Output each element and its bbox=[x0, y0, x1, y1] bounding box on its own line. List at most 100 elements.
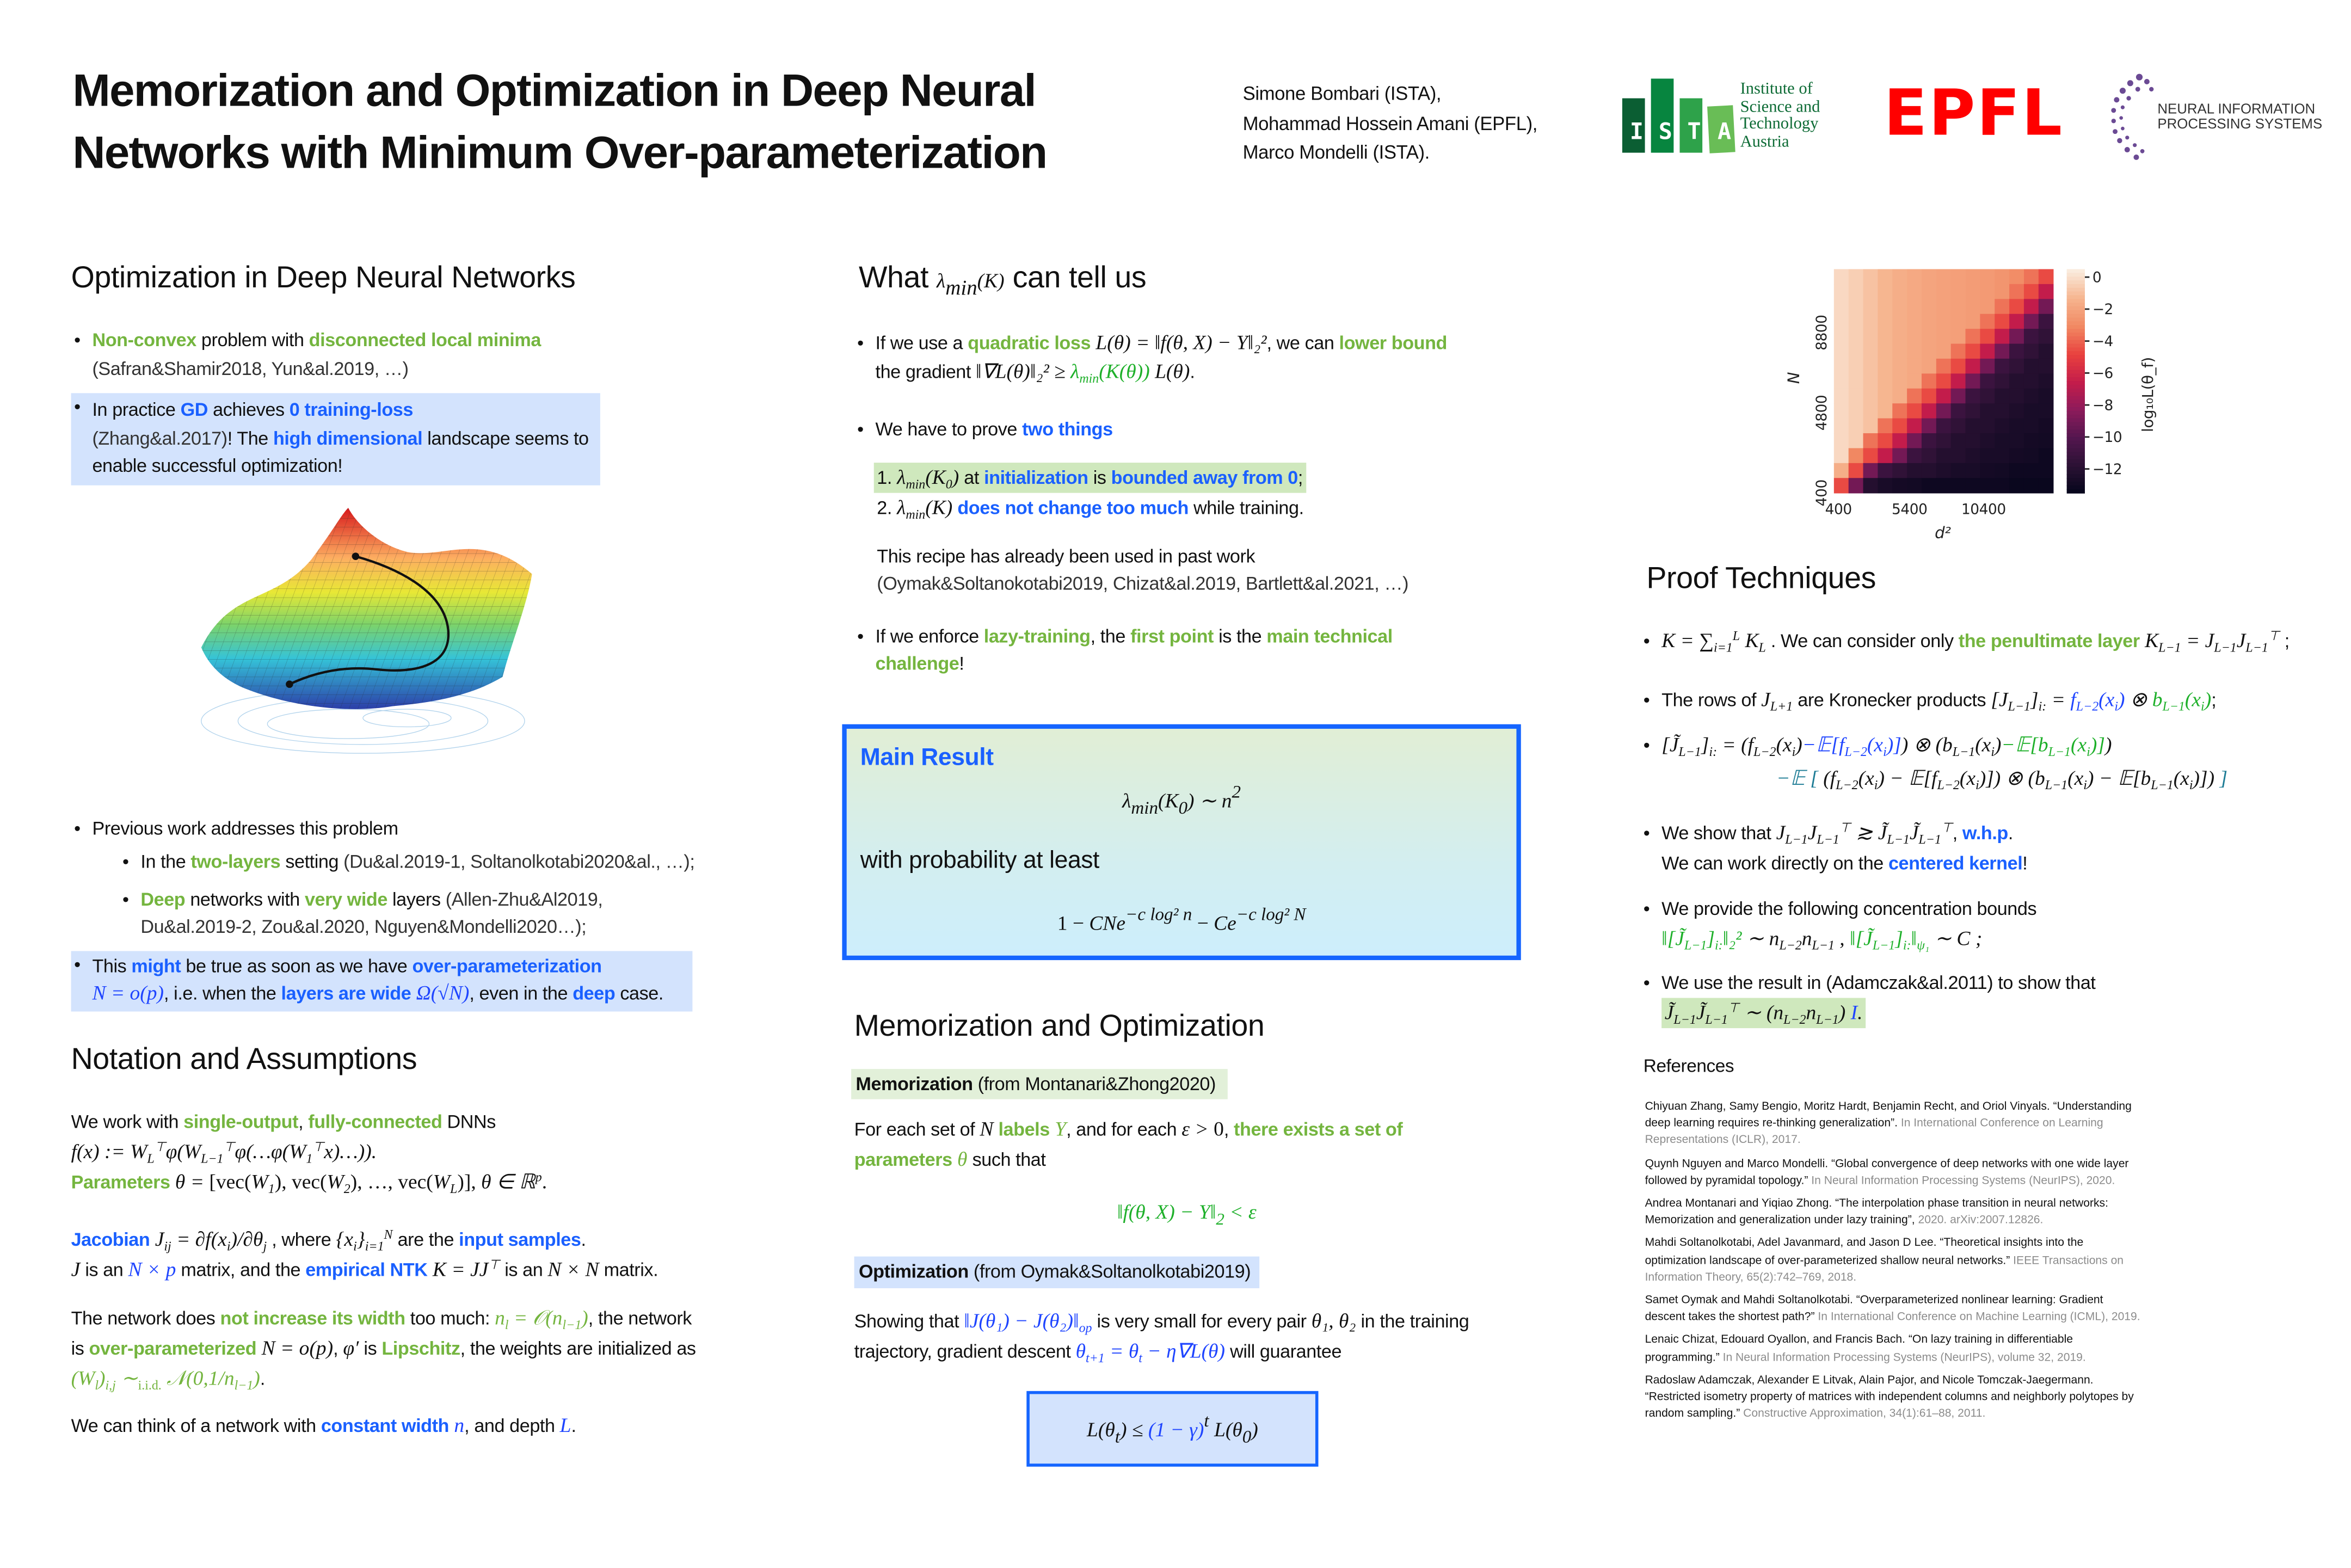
heatmap-cell bbox=[1848, 269, 1864, 285]
text-run: ‖[J̃ bbox=[1661, 926, 1684, 950]
text-run: l−1 bbox=[562, 1316, 582, 1332]
colorbar-segment bbox=[2066, 410, 2085, 415]
heatmap-cell bbox=[1863, 403, 1879, 419]
heatmap-cell bbox=[1965, 299, 1981, 315]
text-run: L−1 bbox=[1684, 937, 1707, 953]
heatmap-cell bbox=[1892, 299, 1907, 315]
text-run: i bbox=[1792, 743, 1796, 759]
colorbar-segment bbox=[2066, 321, 2085, 326]
heatmap-cell bbox=[1848, 388, 1864, 404]
heatmap-cell bbox=[1995, 448, 2010, 464]
text-run: ‖∇L(θ)‖₂² ≥ bbox=[976, 359, 1071, 382]
y-tick-label: 400 bbox=[1814, 479, 1830, 506]
centered-jacobian-line-2: −𝔼 [ (fL−2(xi) − 𝔼[fL−2(xi)]) ⊗ (bL−1(xi… bbox=[1776, 764, 2227, 794]
heatmap-cell bbox=[2023, 269, 2039, 285]
heatmap-cell bbox=[1921, 403, 1937, 419]
heatmap-cell bbox=[2009, 418, 2024, 434]
text-run: main technical bbox=[1266, 625, 1393, 647]
colorbar-segment bbox=[2066, 303, 2085, 308]
text-run: CNe bbox=[1089, 911, 1126, 934]
text-run: GD bbox=[180, 399, 208, 421]
heatmap-cell bbox=[2038, 403, 2054, 419]
references-title: References bbox=[1643, 1054, 1734, 1076]
memorization-formula: ‖f(θ, X) − Y‖2 < ε bbox=[854, 1196, 1519, 1229]
text-run: DNNs bbox=[442, 1110, 496, 1132]
text-run: min bbox=[906, 506, 926, 522]
text-run: , where bbox=[267, 1228, 336, 1250]
heatmap-cell bbox=[1950, 373, 1966, 389]
highlight-over-parameterization: This might be true as soon as we have ov… bbox=[71, 950, 693, 1011]
text-run: J bbox=[1807, 821, 1817, 844]
heatmap-cell bbox=[2038, 478, 2054, 494]
colorbar-segment bbox=[2066, 444, 2085, 449]
reference-main: Samet Oymak and Mahdi Soltanolkotabi. “O… bbox=[1645, 1293, 2103, 1324]
heatmap-cell bbox=[1833, 418, 1849, 434]
text-run: [J̃ bbox=[1661, 733, 1679, 757]
text-run: J bbox=[71, 1257, 81, 1280]
text-run: ‖[J̃ bbox=[1850, 926, 1873, 950]
section-title-lambda-min: What λmin(K) can tell us bbox=[859, 260, 1147, 300]
heatmap-cell bbox=[1878, 388, 1893, 404]
heatmap-cell bbox=[1965, 284, 1981, 300]
text-run: ) bbox=[581, 1305, 588, 1329]
bullet-adamczak: We use the result in (Adamczak&al.2011) … bbox=[1640, 969, 2338, 997]
text-run: ‖f(θ, X) − Y‖ bbox=[1117, 1200, 1216, 1223]
text-run: ) bbox=[1838, 1000, 1846, 1023]
colorbar-tick-label: 0 bbox=[2092, 269, 2101, 286]
text-run: λ bbox=[1122, 788, 1131, 811]
heatmap-cell bbox=[1907, 313, 1922, 329]
heatmap-cell bbox=[1878, 358, 1893, 374]
bullet-centered-kernel: We show that JL−1JL−1⊤ ≳ J̃L−1J̃L−1⊤, w.… bbox=[1640, 818, 2338, 878]
heatmap-cell bbox=[1980, 358, 1996, 374]
text-run: ‖ bbox=[1911, 926, 1917, 950]
text-run: L bbox=[559, 1413, 571, 1436]
colorbar-label: log₁₀L(θ_f) bbox=[2139, 357, 2157, 432]
text-run: i bbox=[1874, 777, 1878, 792]
left-column: Optimization in Deep Neural Networks Non… bbox=[71, 260, 703, 1440]
colorbar-segment bbox=[2066, 384, 2085, 389]
text-run: (from Montanari&Zhong2020) bbox=[973, 1073, 1216, 1094]
text-run: If we use a bbox=[875, 333, 968, 354]
colorbar-segment bbox=[2066, 396, 2085, 401]
heatmap-cell bbox=[1936, 358, 1952, 374]
text-run: −𝔼 [ bbox=[1776, 766, 1818, 790]
text-run: l bbox=[504, 1316, 509, 1332]
colorbar-segment bbox=[2066, 358, 2085, 363]
heatmap-cell bbox=[1863, 343, 1879, 359]
text-run: ≳ J̃ bbox=[1850, 821, 1887, 844]
heatmap-cell bbox=[1980, 329, 1996, 345]
heatmap-cell bbox=[1907, 448, 1922, 464]
heatmap-cell bbox=[1921, 433, 1937, 449]
heatmap-cell bbox=[1878, 313, 1893, 329]
text-run: Previous work addresses this problem bbox=[92, 817, 398, 839]
heatmap-cell bbox=[1833, 343, 1849, 359]
text-run: = J bbox=[2181, 629, 2214, 652]
heatmap-cell bbox=[2023, 313, 2039, 329]
colorbar-segment bbox=[2066, 366, 2085, 371]
text-run: (Oymak&Soltanokotabi2019, Chizat&al.2019… bbox=[877, 573, 1409, 594]
text-run: min bbox=[1079, 370, 1099, 385]
text-run: ; bbox=[1297, 466, 1303, 488]
colorbar-segment bbox=[2066, 470, 2085, 475]
text-run: be true as soon as we have bbox=[181, 955, 413, 976]
text-run: [J bbox=[1991, 688, 2008, 711]
colorbar-tick-label: −10 bbox=[2092, 429, 2122, 446]
text-run: can tell us bbox=[1004, 261, 1147, 295]
heatmap-cell bbox=[2038, 269, 2054, 285]
text-run: ij bbox=[164, 1237, 171, 1253]
bullet-penultimate-layer: K = ∑i=1L KL . We can consider only the … bbox=[1640, 624, 2338, 657]
heatmap-cell bbox=[1833, 433, 1849, 449]
heatmap-cell bbox=[1980, 478, 1996, 494]
text-run: will guarantee bbox=[1224, 1340, 1342, 1362]
heatmap-cell bbox=[2009, 269, 2024, 285]
text-run: 1 bbox=[306, 1149, 313, 1165]
heatmap-chart: 0 −2 −4 −6 −8 −10 −12 400 5400 10400 d² 400 48… bbox=[1784, 269, 2157, 542]
heatmap-cell bbox=[1863, 478, 1879, 494]
heatmap-cell bbox=[1995, 463, 2010, 479]
text-run: l−1 bbox=[234, 1376, 254, 1392]
heatmap-cell bbox=[1878, 403, 1893, 419]
text-run: b bbox=[2152, 688, 2163, 711]
text-run: The rows of bbox=[1661, 689, 1762, 711]
text-run: i bbox=[2189, 777, 2193, 792]
text-run: L bbox=[450, 1180, 458, 1196]
